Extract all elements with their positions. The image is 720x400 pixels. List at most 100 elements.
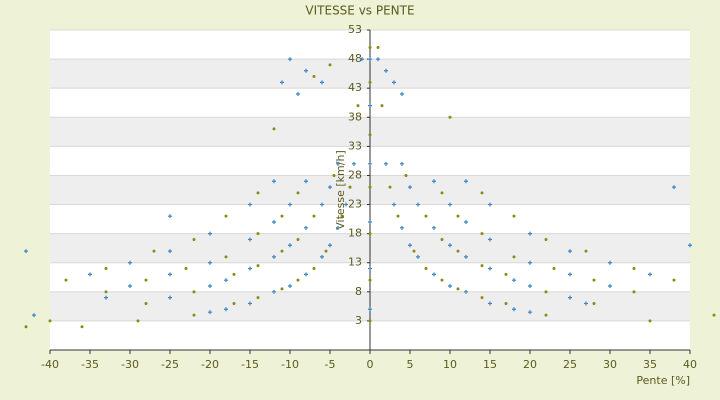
x-tick-label: -30 xyxy=(121,358,139,371)
point xyxy=(152,249,156,253)
point xyxy=(384,68,388,73)
point xyxy=(168,214,172,219)
point xyxy=(488,301,492,306)
point xyxy=(368,185,372,189)
x-tick-label: -25 xyxy=(161,358,179,371)
point xyxy=(104,290,108,294)
point xyxy=(448,115,452,119)
point xyxy=(232,301,236,305)
y-tick-label: 48 xyxy=(348,52,362,65)
point xyxy=(336,225,340,230)
point xyxy=(256,264,260,268)
y-tick-label: 3 xyxy=(355,314,362,327)
point xyxy=(192,313,196,317)
point xyxy=(408,243,412,248)
point xyxy=(312,267,316,271)
point xyxy=(424,214,428,218)
point xyxy=(224,255,228,259)
y-tick-label: 8 xyxy=(355,285,362,298)
point xyxy=(544,237,548,241)
point xyxy=(24,325,28,329)
point xyxy=(584,301,588,306)
point xyxy=(256,232,260,236)
point xyxy=(168,295,172,300)
point xyxy=(392,202,396,207)
point xyxy=(296,237,300,241)
point xyxy=(688,243,692,248)
point xyxy=(368,45,372,49)
point xyxy=(448,284,452,288)
point xyxy=(448,243,452,248)
point xyxy=(592,301,596,305)
chart-title: VITESSE vs PENTE xyxy=(305,4,414,18)
y-tick-label: 33 xyxy=(348,139,362,152)
point xyxy=(280,249,284,253)
point xyxy=(348,185,352,189)
point xyxy=(312,75,316,79)
point xyxy=(608,284,612,288)
point xyxy=(320,254,324,259)
point xyxy=(480,191,484,195)
point xyxy=(464,220,468,224)
point xyxy=(48,319,52,323)
x-tick-label: -20 xyxy=(201,358,219,371)
point xyxy=(380,104,384,108)
point xyxy=(632,290,636,294)
point xyxy=(356,104,360,108)
point xyxy=(440,191,444,195)
x-axis-label: Pente [%] xyxy=(636,374,690,387)
point xyxy=(592,278,596,282)
y-tick-label: 18 xyxy=(348,227,362,240)
point xyxy=(376,45,380,49)
point xyxy=(224,278,228,283)
x-tick-label: 20 xyxy=(523,358,537,371)
point xyxy=(368,133,372,137)
point xyxy=(400,92,404,96)
x-tick-label: -5 xyxy=(325,358,336,371)
point xyxy=(504,301,508,305)
point xyxy=(456,249,460,253)
point xyxy=(488,202,492,207)
point xyxy=(104,267,108,271)
x-tick-label: 40 xyxy=(683,358,697,371)
point xyxy=(568,295,572,300)
point xyxy=(88,272,92,277)
point xyxy=(440,278,444,282)
point xyxy=(464,254,468,259)
point xyxy=(360,57,364,62)
point xyxy=(584,249,588,253)
point xyxy=(412,249,416,253)
point xyxy=(80,325,84,329)
point xyxy=(368,161,372,166)
point xyxy=(208,310,212,315)
point xyxy=(296,92,300,96)
point xyxy=(336,161,340,166)
point xyxy=(344,202,348,207)
point xyxy=(144,278,148,282)
point xyxy=(400,225,404,230)
point xyxy=(224,214,228,218)
point xyxy=(184,267,188,271)
point xyxy=(384,161,388,166)
point xyxy=(208,231,212,236)
point xyxy=(368,266,372,271)
point xyxy=(648,319,652,323)
point xyxy=(296,278,300,282)
point xyxy=(304,179,308,184)
point xyxy=(480,296,484,300)
point xyxy=(232,272,236,276)
point xyxy=(368,80,372,84)
point xyxy=(332,173,336,177)
x-tick-label: -10 xyxy=(281,358,299,371)
point xyxy=(512,278,516,283)
point xyxy=(528,310,532,315)
point xyxy=(248,266,252,271)
point xyxy=(456,214,460,218)
point xyxy=(568,249,572,254)
point xyxy=(440,237,444,241)
y-tick-label: 38 xyxy=(348,110,362,123)
point xyxy=(340,214,344,218)
point xyxy=(544,313,548,317)
x-tick-label: -35 xyxy=(81,358,99,371)
point xyxy=(324,249,328,253)
